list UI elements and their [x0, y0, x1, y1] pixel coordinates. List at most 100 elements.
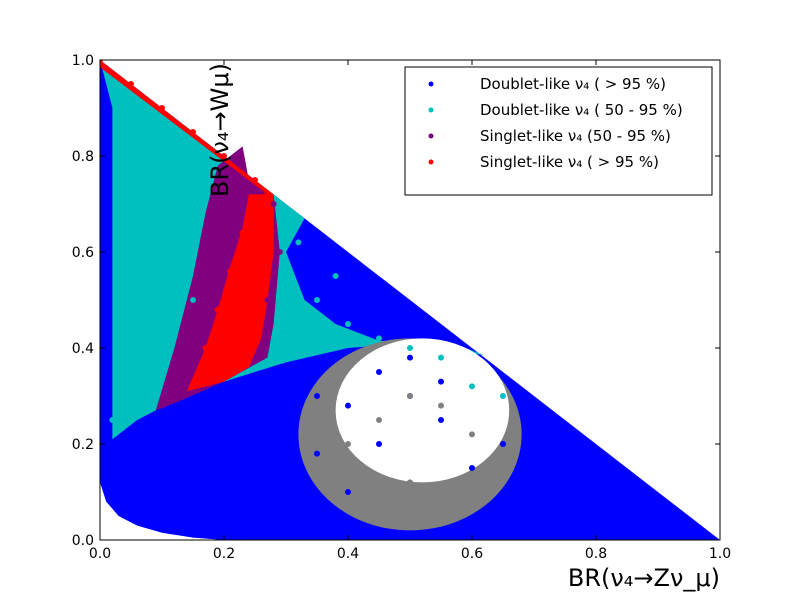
point-s1-7 [190, 297, 196, 303]
point-s2-8 [276, 249, 283, 255]
point-s0-24 [314, 393, 320, 399]
point-s0-12 [469, 465, 475, 471]
y-tick-label-4: 0.8 [72, 149, 94, 165]
point-s1-6 [171, 153, 178, 159]
y-tick-label-0: 0.0 [72, 533, 94, 549]
legend-marker-3 [428, 159, 434, 165]
point-s0-16 [593, 498, 599, 505]
y-tick-label-1: 0.2 [72, 437, 94, 453]
point-s0-17 [624, 489, 630, 495]
y-tick-label-2: 0.4 [72, 341, 94, 357]
point-s4-5 [469, 431, 475, 438]
point-s1-1 [115, 297, 122, 303]
point-s0-6 [283, 513, 289, 519]
point-s1-17 [332, 273, 339, 279]
point-s1-15 [500, 393, 506, 399]
point-s3-10 [190, 129, 196, 135]
point-s0-21 [407, 354, 413, 361]
point-s1-8 [283, 273, 289, 279]
x-tick-label-5: 1.0 [709, 546, 731, 562]
y-tick-label-5: 1.0 [72, 53, 94, 69]
y-tick-label-3: 0.6 [72, 245, 94, 261]
point-s2-0 [159, 402, 165, 409]
point-s0-19 [686, 522, 692, 529]
data-points [100, 60, 692, 529]
point-s0-8 [345, 489, 351, 495]
point-s0-4 [221, 498, 227, 505]
point-s0-9 [376, 441, 382, 447]
x-axis-label: BR(ν₄→Zν_μ) [568, 564, 720, 592]
point-s3-6 [264, 191, 271, 198]
legend-label-0: Doublet-like ν₄ ( > 95 %) [480, 75, 666, 93]
point-s0-3 [190, 479, 196, 486]
singlet-95-band [186, 194, 274, 392]
x-tick-label-2: 0.4 [337, 546, 359, 562]
x-tick-label-0: 0.0 [89, 546, 111, 562]
point-s0-5 [252, 465, 258, 471]
point-s0-20 [376, 369, 382, 375]
point-s3-11 [221, 153, 227, 159]
point-s4-2 [376, 417, 382, 423]
point-s0-13 [500, 441, 506, 447]
x-ticks: 0.0 0.2 0.4 0.6 0.8 1.0 [89, 60, 731, 562]
point-s0-11 [438, 417, 444, 423]
point-s0-1 [128, 489, 134, 495]
point-s0-0 [109, 465, 116, 471]
point-s2-3 [196, 273, 203, 279]
point-s4-8 [357, 489, 364, 495]
point-s0-14 [531, 489, 537, 495]
point-s1-10 [345, 321, 351, 327]
point-s2-2 [183, 321, 190, 327]
point-s1-12 [407, 345, 413, 351]
legend-label-1: Doublet-like ν₄ ( 50 - 95 %) [480, 101, 683, 119]
point-s4-4 [438, 402, 444, 409]
point-s4-7 [407, 479, 413, 486]
legend-box [404, 66, 713, 196]
point-s1-14 [469, 383, 475, 390]
point-s1-5 [159, 249, 165, 255]
point-s4-1 [345, 441, 351, 447]
point-s2-5 [221, 177, 227, 183]
point-s0-22 [438, 378, 444, 385]
y-axis-label: BR(ν₄→Wμ) [206, 63, 234, 197]
point-s1-3 [121, 105, 128, 111]
point-s2-6 [233, 153, 240, 159]
axes-frame [99, 59, 721, 541]
point-s1-13 [438, 354, 444, 361]
point-s1-2 [128, 201, 134, 207]
point-s2-1 [171, 369, 178, 375]
point-s0-2 [159, 513, 165, 519]
singlet-95-diagonal [100, 60, 274, 195]
point-s1-9 [314, 297, 320, 303]
point-s3-3 [227, 268, 234, 275]
point-s1-11 [376, 335, 382, 342]
x-tick-label-4: 0.8 [585, 546, 607, 562]
x-tick-label-3: 0.6 [461, 546, 483, 562]
legend-marker-1 [428, 107, 434, 113]
ellipse-core [335, 338, 510, 483]
y-ticks: 0.0 0.2 0.4 0.6 0.8 1.0 [72, 53, 720, 549]
point-s1-4 [146, 345, 153, 351]
point-s0-15 [562, 479, 568, 486]
point-s2-9 [264, 297, 271, 303]
legend-marker-0 [428, 81, 434, 87]
legend-label-3: Singlet-like ν₄ ( > 95 %) [480, 153, 659, 171]
x-tick-label-1: 0.2 [213, 546, 235, 562]
point-s0-23 [345, 402, 351, 409]
point-s3-9 [159, 105, 165, 111]
legend-label-2: Singlet-like ν₄ (50 - 95 %) [480, 127, 671, 145]
point-s3-2 [214, 306, 221, 313]
point-s3-12 [252, 177, 258, 183]
point-s0-7 [314, 450, 320, 457]
point-s4-3 [407, 393, 413, 399]
point-s0-25 [283, 417, 289, 423]
point-s2-7 [270, 201, 277, 207]
origin-gap [100, 482, 224, 540]
legend-marker-2 [428, 133, 434, 139]
point-s1-0 [109, 417, 116, 423]
point-s3-5 [252, 201, 258, 207]
point-s3-1 [202, 345, 209, 351]
point-s3-7 [100, 60, 103, 63]
point-s2-4 [208, 225, 215, 231]
